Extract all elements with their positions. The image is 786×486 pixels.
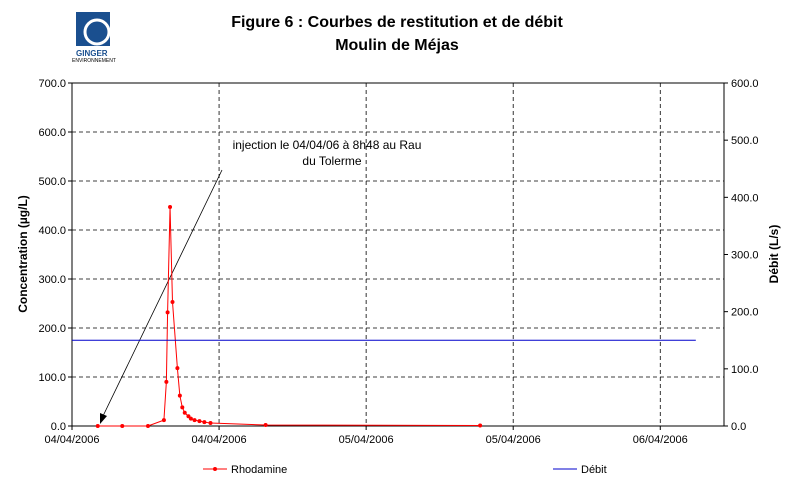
x-tick-label: 06/04/2006 <box>633 434 688 446</box>
data-point <box>175 366 180 371</box>
data-point <box>263 423 268 428</box>
y2-tick-label: 100.0 <box>731 364 759 376</box>
y-tick-label: 100.0 <box>38 372 66 384</box>
y-axis-label: Concentration (µg/L) <box>16 195 30 313</box>
legend-marker <box>213 467 217 471</box>
y-tick-label: 300.0 <box>38 274 66 286</box>
legend-label: Débit <box>581 464 607 476</box>
annotation-arrow <box>102 169 223 417</box>
data-point <box>161 418 166 423</box>
y-tick-label: 600.0 <box>38 127 66 139</box>
y2-tick-label: 0.0 <box>731 421 746 433</box>
data-point <box>120 424 125 428</box>
data-point <box>208 421 213 426</box>
arrow-head <box>100 413 107 424</box>
data-point <box>180 405 185 410</box>
data-point <box>192 418 197 423</box>
data-point <box>145 424 150 428</box>
logo-name: GINGER <box>76 49 108 58</box>
chart-title: Figure 6 : Courbes de restitution et de … <box>231 14 563 31</box>
data-point <box>168 204 173 209</box>
y2-tick-label: 500.0 <box>731 135 759 147</box>
data-point <box>164 379 169 384</box>
chart-subtitle: Moulin de Méjas <box>335 37 459 54</box>
x-tick-label: 04/04/2006 <box>44 434 99 446</box>
logo-swirl <box>83 18 111 46</box>
data-point <box>202 420 207 425</box>
series-line <box>97 206 481 427</box>
annotation: injection le 04/04/06 à 8h48 au Rau <box>233 138 422 152</box>
y-tick-label: 400.0 <box>38 225 66 237</box>
annotation: du Tolerme <box>302 154 361 168</box>
y-tick-label: 0.0 <box>51 421 66 433</box>
data-point <box>170 300 175 305</box>
legend-label: Rhodamine <box>231 464 287 476</box>
y2-tick-label: 300.0 <box>731 250 759 262</box>
y2-tick-label: 400.0 <box>731 192 759 204</box>
y-tick-label: 500.0 <box>38 176 66 188</box>
data-point <box>186 414 191 419</box>
data-point <box>182 410 187 415</box>
y-tick-label: 700.0 <box>38 78 66 90</box>
data-point <box>165 310 170 315</box>
data-point <box>177 393 182 398</box>
data-point <box>188 416 193 421</box>
data-point <box>95 424 100 428</box>
data-point <box>478 423 483 428</box>
data-point <box>197 419 202 424</box>
x-tick-label: 04/04/2006 <box>192 434 247 446</box>
x-tick-label: 05/04/2006 <box>339 434 394 446</box>
logo-sub: ENVIRONNEMENT <box>72 58 116 64</box>
y2-axis-label: Débit (L/s) <box>767 225 781 284</box>
y-tick-label: 200.0 <box>38 323 66 335</box>
y2-tick-label: 200.0 <box>731 307 759 319</box>
x-tick-label: 05/04/2006 <box>486 434 541 446</box>
y2-tick-label: 600.0 <box>731 78 759 90</box>
plot-frame <box>71 82 725 427</box>
